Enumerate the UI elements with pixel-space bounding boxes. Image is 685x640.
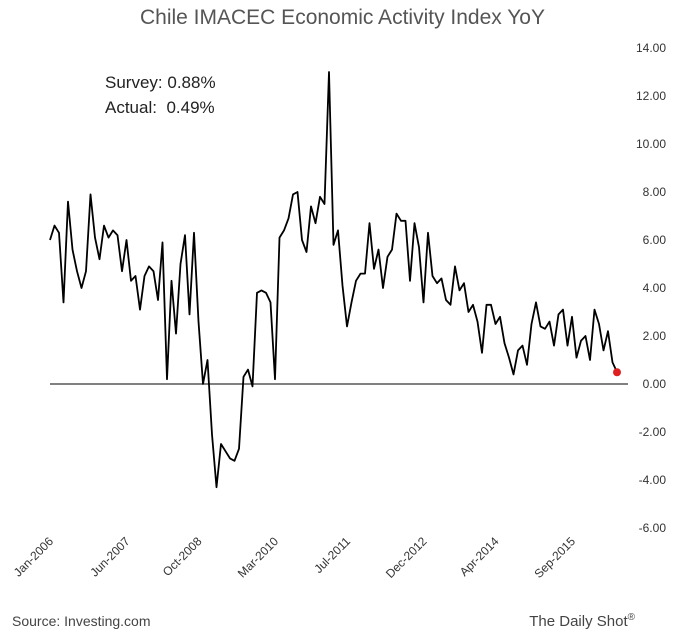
x-tick-label: Jan-2006 [11, 534, 57, 580]
chart-title: Chile IMACEC Economic Activity Index YoY [139, 6, 545, 29]
x-tick-label: Jul-2011 [311, 534, 353, 576]
annotation-actual: Actual: 0.49% [105, 95, 216, 120]
y-tick-label: 12.00 [636, 89, 666, 103]
annotation-actual-value: 0.49% [166, 98, 215, 117]
y-tick-label: 4.00 [643, 281, 667, 295]
annotation-survey-value: 0.88% [167, 73, 216, 92]
x-tick-label: Sep-2015 [531, 534, 578, 581]
source-note: Source: Investing.com [12, 613, 151, 629]
x-tick-label: Mar-2010 [235, 534, 281, 580]
credit-text: The Daily Shot [529, 613, 628, 630]
x-tick-label: Jun-2007 [87, 534, 133, 580]
registered-mark: ® [627, 612, 635, 623]
annotation-survey: Survey: 0.88% [105, 70, 216, 95]
annotation-actual-label: Actual: [105, 98, 157, 117]
annotation-survey-label: Survey: [105, 73, 163, 92]
y-tick-label: 2.00 [643, 329, 667, 343]
y-tick-label: 14.00 [636, 41, 666, 55]
y-tick-label: 0.00 [643, 377, 667, 391]
y-tick-label: 6.00 [643, 233, 667, 247]
latest-actual-point [613, 368, 621, 377]
y-tick-label: -6.00 [639, 521, 667, 535]
y-tick-label: 10.00 [636, 137, 666, 151]
y-tick-label: 8.00 [643, 185, 667, 199]
y-tick-label: -4.00 [639, 473, 667, 487]
x-tick-label: Apr-2014 [457, 534, 502, 579]
annotation-box: Survey: 0.88% Actual: 0.49% [105, 70, 216, 120]
series-line [49, 71, 618, 489]
credit-note: The Daily Shot® [529, 612, 635, 630]
x-tick-label: Dec-2012 [383, 534, 430, 581]
x-tick-label: Oct-2008 [160, 534, 205, 579]
y-tick-label: -2.00 [639, 425, 667, 439]
